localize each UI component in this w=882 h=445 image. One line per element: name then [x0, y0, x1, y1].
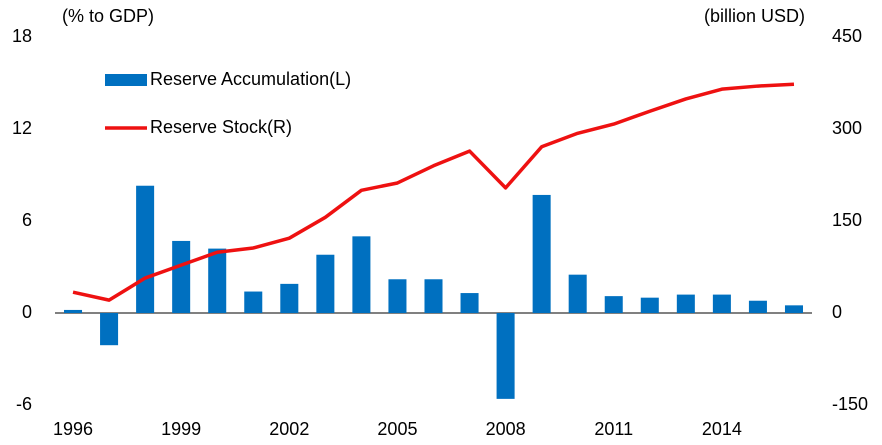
- bar: [244, 291, 263, 313]
- x-tick-label: 1996: [53, 419, 93, 439]
- bar: [172, 240, 191, 313]
- y-tick-label: 18: [12, 26, 32, 46]
- x-tick-label: 2014: [702, 419, 742, 439]
- y2-tick-label: -150: [832, 394, 868, 414]
- y2-tick-label: 0: [832, 302, 842, 322]
- bar: [388, 279, 407, 313]
- bar: [784, 305, 803, 313]
- bar: [460, 293, 479, 313]
- bar: [64, 309, 83, 313]
- bar: [604, 296, 623, 313]
- y-tick-label: -6: [16, 394, 32, 414]
- legend-label: Reserve Stock(R): [150, 117, 292, 137]
- legend-swatch: [105, 74, 147, 86]
- bar: [316, 254, 335, 313]
- y-tick-label: 6: [22, 210, 32, 230]
- x-tick-label: 1999: [161, 419, 201, 439]
- y2-axis-label: (billion USD): [704, 6, 805, 26]
- x-tick-label: 2011: [594, 419, 633, 439]
- y-tick-label: 12: [12, 118, 32, 138]
- y-tick-label: 0: [22, 302, 32, 322]
- y2-tick-label: 150: [832, 210, 862, 230]
- y2-tick-label: 450: [832, 26, 862, 46]
- line: [72, 82, 795, 302]
- y2-tick-label: 300: [832, 118, 862, 138]
- bar: [748, 300, 767, 313]
- bar: [496, 313, 515, 399]
- bar: [208, 248, 227, 313]
- bar: [136, 185, 155, 313]
- bar: [712, 294, 731, 313]
- x-tick-label: 2008: [486, 419, 526, 439]
- bar: [676, 294, 695, 313]
- bar: [640, 297, 659, 313]
- bar: [532, 194, 551, 313]
- legend-label: Reserve Accumulation(L): [150, 69, 351, 89]
- x-tick-label: 2002: [269, 419, 309, 439]
- bar: [280, 283, 299, 313]
- x-tick-label: 2005: [377, 419, 417, 439]
- bar: [568, 274, 587, 313]
- bar: [424, 279, 443, 313]
- y-axis-label: (% to GDP): [62, 6, 154, 26]
- bar: [100, 313, 119, 346]
- bar: [352, 236, 371, 313]
